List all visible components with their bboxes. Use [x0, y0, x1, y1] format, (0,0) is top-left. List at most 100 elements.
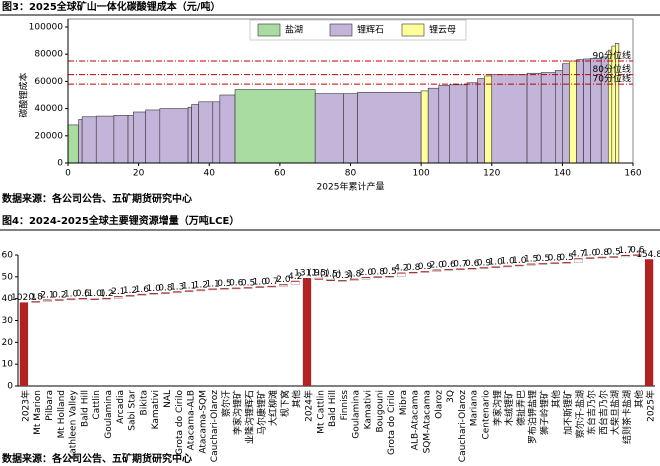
x-tick-label: 大柴旦盐湖: [609, 390, 621, 435]
x-tick-label: 察尔汗-盐湖: [574, 390, 586, 438]
x-tick-label: 2024年: [303, 390, 315, 422]
value-label: 2.0: [430, 261, 445, 271]
x-tick-label: 其他: [550, 390, 562, 408]
x-tick-label: 2023年: [19, 390, 31, 422]
cost-bar: [569, 60, 577, 164]
legend-swatch: [257, 23, 281, 37]
x-tick-label: Arcadia: [116, 390, 126, 424]
value-label: 0.8: [371, 267, 386, 277]
x-tick-label: SQM-Atacama: [422, 390, 432, 453]
legend-label: 盐湖: [285, 24, 303, 36]
total-bar: [302, 278, 312, 386]
y-tick-label: 10: [2, 360, 14, 370]
x-tick-label: 120: [483, 169, 500, 179]
x-tick-label: 3Q: [446, 390, 456, 403]
x-tick-label: 狮子岭锂矿: [538, 390, 550, 435]
x-tick-label: 140: [554, 169, 571, 179]
value-label: 0.5: [607, 247, 621, 257]
value-label: 0.6: [465, 259, 480, 269]
x-tick-label: 其他: [291, 390, 303, 408]
value-label: 1.5: [524, 255, 538, 265]
value-label: 131.9: [294, 269, 320, 279]
y-tick-label: 20: [2, 338, 14, 348]
x-tick-label: 20: [133, 169, 145, 179]
x-tick-label: 李家沟锂矿: [232, 390, 244, 435]
value-label: 1.0: [489, 257, 504, 267]
y-tick-label: 60000: [34, 77, 63, 87]
value-label: (1.0): [84, 289, 105, 299]
x-tick-label: 李家沟锂: [491, 390, 503, 426]
y-tick-label: 80000: [34, 50, 63, 60]
x-tick-label: 业隆沟锂辉石: [244, 390, 256, 444]
value-label: 1.0: [512, 256, 527, 266]
x-tick-label: Cauchari-Olaroz: [210, 390, 220, 462]
cost-bar: [420, 90, 429, 164]
cost-bar: [81, 116, 97, 164]
cost-bar: [191, 104, 199, 164]
x-tick-label: Sabi Star: [128, 390, 138, 431]
x-tick-label: Cattlin: [92, 390, 102, 420]
value-label: (1.5): [320, 270, 341, 280]
value-label: 1.1: [205, 280, 219, 290]
y-tick-label: 0: [57, 159, 63, 169]
cost-bar: [343, 93, 358, 164]
x-tick-label: 枧下窝: [279, 390, 291, 417]
value-label: 1.1: [182, 281, 196, 291]
cost-bar: [357, 91, 422, 164]
value-label: 0.6: [441, 260, 456, 270]
value-label: 2.1: [40, 291, 54, 301]
y-axis-label: 碳酸锂成本: [18, 72, 30, 117]
value-label: 1.2: [123, 286, 137, 296]
value-label: 1.6: [135, 285, 150, 295]
y-tick-label: 50: [2, 272, 14, 282]
cost-bar: [576, 59, 584, 164]
x-tick-label: Bald Hill: [328, 390, 338, 427]
legend-label: 锂辉石: [357, 24, 384, 36]
total-bar: [644, 259, 654, 386]
value-label: 0.8: [29, 292, 44, 302]
cost-bar: [611, 45, 616, 164]
cost-bar: [113, 115, 129, 164]
increment-bar: [573, 258, 583, 263]
x-tick-label: ALB-Atacama: [411, 390, 421, 450]
figure-title: 图3：2025全球矿山一体化碳酸锂成本（元/吨）: [2, 0, 220, 13]
cost-bar: [78, 119, 83, 164]
value-label: 0.8: [595, 248, 610, 258]
value-label: 0.6: [229, 279, 244, 289]
x-tick-label: Grota do Cirilo: [175, 390, 185, 455]
x-tick-label: 60: [274, 169, 286, 179]
figure-title: 图4：2024-2025全球主要锂资源增量（万吨LCE）: [2, 214, 239, 227]
x-tick-label: 结则茶卡盐湖: [621, 390, 633, 444]
value-label: (1.5): [308, 269, 329, 279]
x-tick-label: 罗布泊钾盐锂: [527, 390, 539, 444]
x-tick-label: Olaroz: [434, 390, 444, 419]
x-axis-label: 2025年累计产量: [317, 181, 385, 193]
cost-bar: [133, 111, 146, 164]
x-tick-label: Finniss: [340, 390, 350, 421]
value-label: 1.0: [583, 248, 598, 258]
value-label: 4.2: [394, 264, 408, 274]
increment-bar: [290, 281, 300, 285]
value-label: 2.1: [111, 287, 125, 297]
y-tick-label: 40000: [34, 104, 63, 114]
y-tick-label: 20000: [34, 131, 63, 141]
x-tick-label: 东台吉乃尔: [586, 390, 598, 435]
cost-bar: [427, 87, 440, 164]
total-bar: [19, 302, 29, 386]
x-tick-label: 加不斯锂矿: [562, 390, 574, 435]
cost-bar: [95, 115, 115, 164]
x-tick-label: Centenario: [481, 390, 491, 440]
source: 数据来源：各公司公告、五矿期货研究中心: [2, 192, 192, 205]
legend-swatch: [401, 23, 425, 37]
x-tick-label: 德扯弄巴: [515, 390, 527, 426]
x-tick-label: Mt Marion: [33, 390, 43, 435]
cost-bar: [187, 106, 192, 164]
cost-bar: [491, 74, 528, 164]
x-tick-label: Mt Cattlin: [316, 390, 326, 434]
value-label: 1.0: [146, 284, 161, 294]
cost-bar: [484, 75, 493, 164]
cost-bar: [438, 85, 450, 164]
value-label: 0.5: [536, 254, 550, 264]
value-label: 1.0: [253, 277, 268, 287]
